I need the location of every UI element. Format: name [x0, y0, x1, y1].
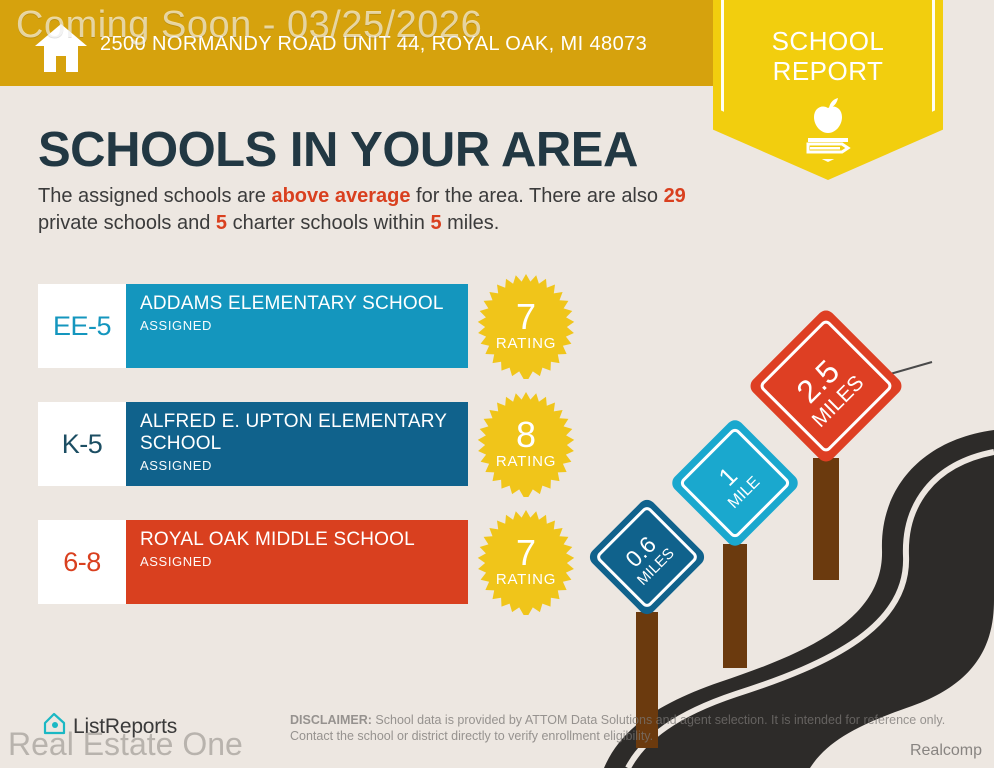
- school-row[interactable]: 6-8 ROYAL OAK MIDDLE SCHOOL ASSIGNED 7 R…: [38, 510, 575, 615]
- subtitle-part-3: private schools and: [38, 212, 216, 234]
- school-name: ADDAMS ELEMENTARY SCHOOL: [140, 293, 444, 314]
- school-row-body: ADDAMS ELEMENTARY SCHOOL ASSIGNED: [126, 284, 468, 368]
- subtitle-part-2: for the area. There are also: [410, 185, 664, 207]
- subtitle-part-5: miles.: [441, 212, 500, 234]
- grade-box: K-5: [38, 402, 126, 486]
- listreports-logo[interactable]: ListReports: [42, 712, 177, 741]
- rating-value: 7: [515, 296, 537, 337]
- grade-label: EE-5: [52, 310, 112, 341]
- rating-badge: 7 RATING: [473, 273, 579, 379]
- subtitle-highlight-charter-count: 5: [215, 212, 228, 234]
- page-title: SCHOOLS IN YOUR AREA: [38, 123, 638, 177]
- road-illustration: 2.5 MILES 1 MILE 0.6 M: [560, 300, 994, 768]
- school-row-body: ALFRED E. UPTON ELEMENTARY SCHOOL ASSIGN…: [126, 402, 468, 486]
- sign-post: [813, 458, 839, 580]
- rating-value: 8: [515, 414, 537, 455]
- school-status: ASSIGNED: [140, 318, 212, 333]
- road-surface-far: [604, 430, 994, 768]
- subtitle-highlight-private-count: 29: [663, 185, 686, 207]
- disclaimer: DISCLAIMER: School data is provided by A…: [290, 712, 950, 744]
- sign-post: [723, 544, 747, 668]
- grade-label: K-5: [61, 428, 103, 459]
- road-sign-1-mile: 1 MILE: [668, 416, 810, 668]
- sign-post: [636, 612, 658, 748]
- rating-caption: RATING: [495, 571, 557, 588]
- school-report-badge: SCHOOL REPORT: [713, 0, 943, 180]
- sunburst-shape: [477, 392, 575, 497]
- rating-content: 7 RATING: [473, 273, 579, 379]
- badge-title: SCHOOL REPORT: [713, 26, 943, 86]
- rating-caption: RATING: [495, 335, 557, 352]
- subtitle: The assigned schools are above average f…: [38, 183, 698, 237]
- school-name: ROYAL OAK MIDDLE SCHOOL: [140, 529, 415, 550]
- school-name: ALFRED E. UPTON ELEMENTARY SCHOOL: [140, 411, 447, 454]
- school-status: ASSIGNED: [140, 458, 212, 473]
- badge-title-line1: SCHOOL: [771, 26, 885, 56]
- road-sign-0-6-miles: 0.6 MILES: [586, 496, 718, 750]
- school-row[interactable]: EE-5 ADDAMS ELEMENTARY SCHOOL ASSIGNED 7…: [38, 274, 575, 379]
- subtitle-part-1: The assigned schools are: [38, 185, 272, 207]
- brokerage-watermark: Real Estate One: [8, 726, 243, 762]
- disclaimer-text: School data is provided by ATTOM Data So…: [290, 713, 946, 743]
- disclaimer-label: DISCLAIMER:: [290, 713, 372, 727]
- school-row[interactable]: K-5 ALFRED E. UPTON ELEMENTARY SCHOOL AS…: [38, 392, 575, 497]
- rating-badge: 7 RATING: [473, 509, 579, 615]
- rating-value: 7: [515, 532, 537, 573]
- school-status: ASSIGNED: [140, 554, 212, 569]
- rating-content: 8 RATING: [473, 391, 579, 497]
- grade-box: EE-5: [38, 284, 126, 368]
- badge-border: [721, 0, 935, 162]
- road-lane-stripe: [625, 449, 994, 768]
- rating-badge: 8 RATING: [473, 391, 579, 497]
- rating-caption: RATING: [495, 453, 557, 470]
- sunburst-shape: [477, 274, 575, 379]
- subtitle-highlight-radius: 5: [430, 212, 442, 234]
- header-bar: [0, 0, 713, 86]
- grade-box: 6-8: [38, 520, 126, 604]
- property-address: 2500 NORMANDY ROAD UNIT 44, ROYAL OAK, M…: [100, 33, 648, 55]
- mls-attribution: Realcomp: [909, 742, 982, 759]
- subtitle-highlight-above-average: above average: [271, 185, 411, 207]
- listreports-wordmark: ListReports: [73, 714, 178, 738]
- sunburst-shape: [477, 510, 575, 615]
- grade-label: 6-8: [63, 546, 101, 577]
- listreports-house-icon: [42, 712, 66, 741]
- coming-soon-banner: Coming Soon - 03/25/2026: [16, 4, 483, 46]
- road-sign-2-5-miles: 2.5 MILES: [746, 306, 908, 580]
- apple-on-book-icon: [796, 96, 860, 163]
- badge-title-line2: REPORT: [772, 56, 884, 86]
- rating-content: 7 RATING: [473, 509, 579, 615]
- school-row-body: ROYAL OAK MIDDLE SCHOOL ASSIGNED: [126, 520, 468, 604]
- subtitle-part-4: charter schools within: [227, 212, 431, 234]
- home-icon: [33, 22, 89, 74]
